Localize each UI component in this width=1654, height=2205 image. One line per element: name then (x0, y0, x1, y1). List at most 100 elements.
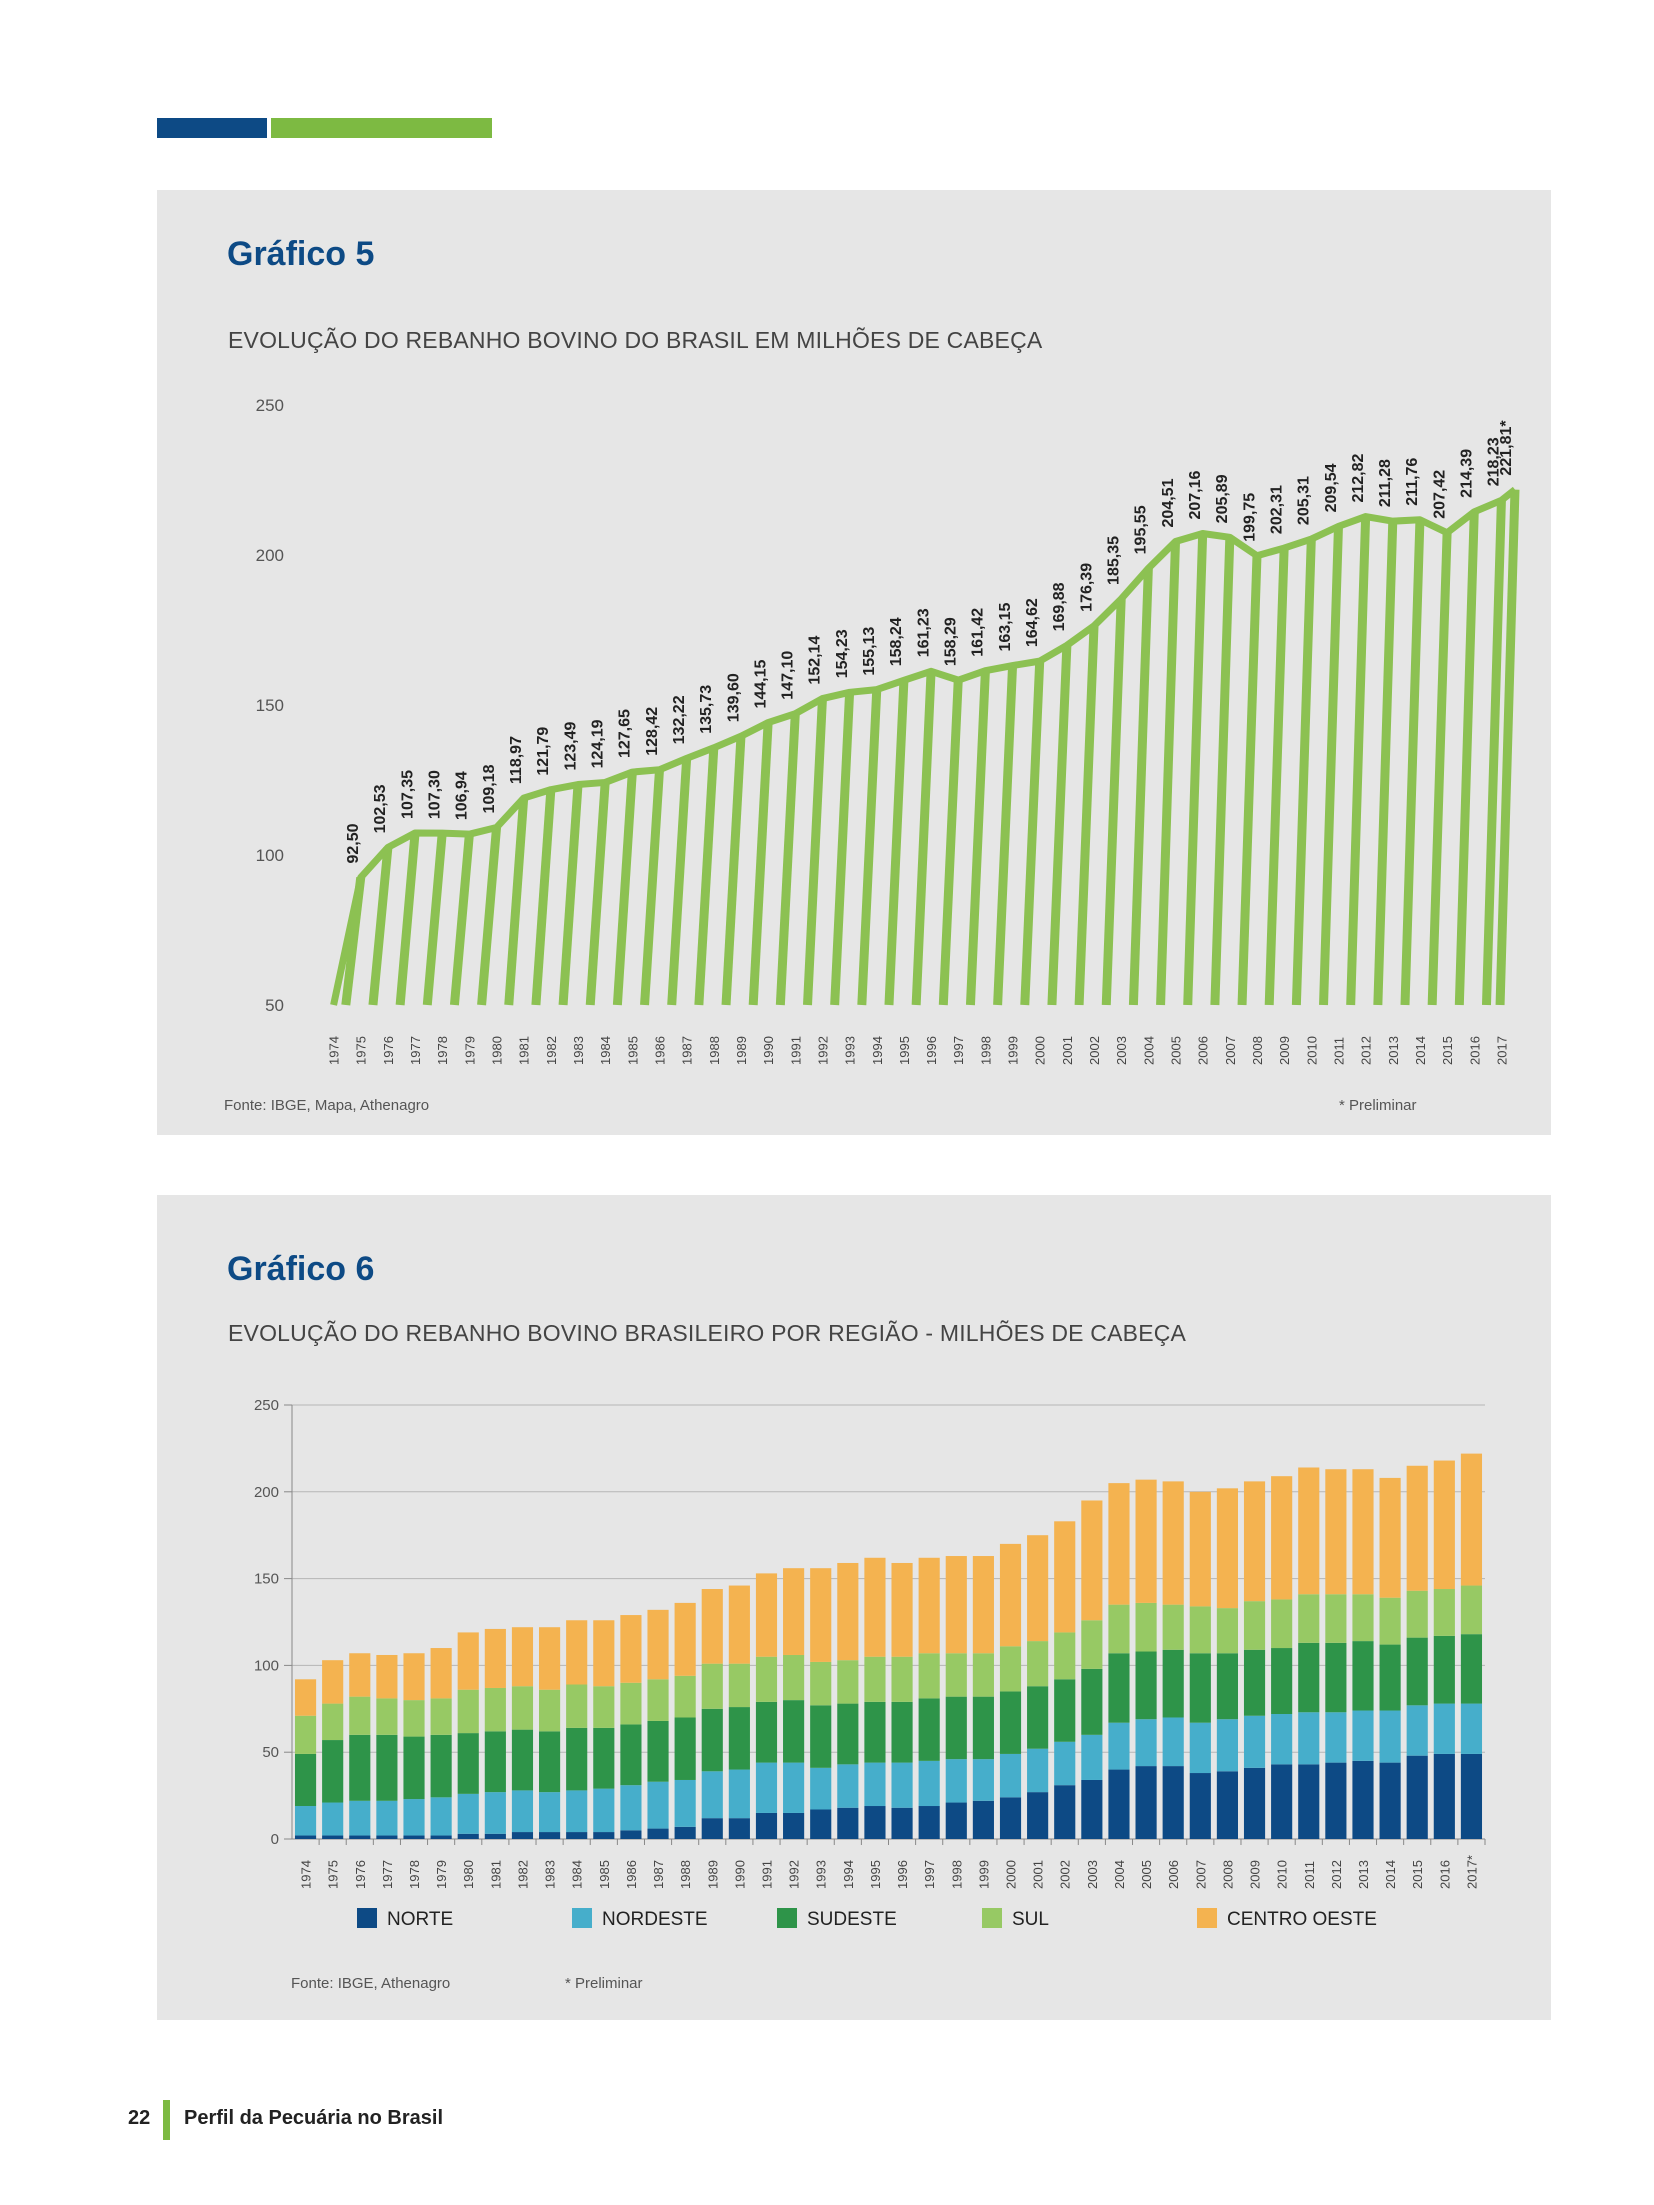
bar-segment (1108, 1653, 1130, 1723)
bar-segment (1352, 1710, 1374, 1761)
bar-segment (403, 1799, 425, 1836)
publication-title: Perfil da Pecuária no Brasil (184, 2107, 443, 2129)
bar-segment (999, 1797, 1022, 1839)
bar-segment (1027, 1686, 1049, 1749)
x-tick-label: 2013 (1356, 1860, 1371, 1889)
header-accent-green (271, 118, 492, 138)
bar-segment (728, 1769, 750, 1819)
bar-segment (1054, 1741, 1076, 1786)
bar-segment (1433, 1703, 1455, 1754)
bar-segment (674, 1675, 696, 1718)
bar-segment (620, 1682, 642, 1725)
page-number: 22 (128, 2107, 151, 2129)
legend-label: NORTE (387, 1909, 453, 1930)
chart5-source: Fonte: IBGE, Mapa, Athenagro (224, 1097, 430, 1114)
bar-segment (837, 1562, 859, 1661)
data-bar (965, 670, 990, 1006)
bar-segment (1162, 1604, 1184, 1650)
data-label: 128,42 (644, 707, 661, 756)
bar-segment (566, 1684, 588, 1728)
bar-segment (1271, 1476, 1293, 1600)
bar-segment (810, 1767, 832, 1810)
data-bar (803, 698, 827, 1006)
x-tick-label: 1978 (407, 1860, 422, 1889)
bar-segment (376, 1800, 398, 1836)
x-tick-label: 1997 (951, 1036, 966, 1065)
y-tick-label: 150 (254, 1571, 279, 1588)
x-tick-label: 1985 (597, 1860, 612, 1889)
x-tick-label: 2011 (1302, 1861, 1317, 1889)
bar-segment (593, 1620, 615, 1687)
bar-segment (484, 1628, 506, 1688)
x-tick-label: 1983 (571, 1036, 586, 1065)
x-tick-label: 2015 (1440, 1036, 1455, 1065)
x-tick-label: 1984 (570, 1860, 585, 1889)
bar-segment (457, 1689, 479, 1734)
bar-segment (593, 1832, 615, 1839)
y-tick-label: 0 (271, 1831, 279, 1848)
series-line (330, 486, 1518, 1006)
x-tick-label: 2004 (1141, 1036, 1156, 1065)
bar-segment (1406, 1590, 1428, 1638)
bar-segment (376, 1654, 398, 1699)
bar-segment (457, 1632, 479, 1690)
bar-segment (1298, 1594, 1320, 1643)
x-tick-label: 2005 (1139, 1860, 1154, 1889)
x-tick-label: 1994 (841, 1860, 856, 1889)
bar-segment (322, 1660, 344, 1704)
bar-segment (891, 1762, 913, 1808)
x-tick-label: 2007 (1193, 1860, 1208, 1889)
x-tick-label: 2016 (1467, 1036, 1482, 1065)
bar-segment (1271, 1648, 1293, 1715)
header-accent-blue (157, 118, 267, 138)
bar-segment (837, 1703, 859, 1765)
bar-segment (1081, 1779, 1103, 1839)
bar-segment (945, 1759, 967, 1803)
legend-swatch (777, 1908, 797, 1928)
x-tick-label: 2017 (1494, 1036, 1509, 1065)
x-tick-label: 2003 (1114, 1036, 1129, 1065)
chart5-subtitle: EVOLUÇÃO DO REBANHO BOVINO DO BRASIL EM … (228, 327, 1043, 353)
x-tick-label: 2006 (1196, 1036, 1211, 1065)
data-bar (504, 797, 529, 1006)
x-tick-label: 2002 (1087, 1036, 1102, 1065)
bar-segment (1325, 1594, 1347, 1643)
bar-segment (457, 1733, 479, 1794)
data-label: 161,42 (970, 608, 987, 657)
bar-segment (1108, 1483, 1130, 1605)
bar-segment (1460, 1634, 1483, 1704)
bar-segment (1406, 1705, 1428, 1756)
chart6-panel: Gráfico 6 EVOLUÇÃO DO REBANHO BOVINO BRA… (157, 1195, 1551, 2020)
bar-segment (728, 1663, 750, 1708)
data-label: 207,16 (1187, 470, 1204, 519)
legend-label: SUL (1012, 1909, 1049, 1930)
bar-segment (1298, 1642, 1320, 1713)
bar-segment (837, 1764, 859, 1808)
bar-segment (945, 1556, 967, 1654)
bar-segment (1054, 1785, 1076, 1839)
bar-segment (647, 1609, 669, 1680)
bar-segment (701, 1771, 723, 1819)
x-tick-label: 2017* (1464, 1855, 1479, 1889)
data-label: 207,42 (1431, 470, 1448, 519)
bar-segment (999, 1543, 1022, 1647)
bar-segment (1433, 1460, 1455, 1590)
chart6-source: Fonte: IBGE, Athenagro (291, 1975, 451, 1992)
bar-segment (1189, 1773, 1211, 1839)
chart6-plot: 0 50 100 150 200 250 1974 1975 1976 1977 1978 1979 1… (254, 1397, 1486, 1930)
bar-segment (349, 1653, 371, 1697)
data-bar (775, 713, 800, 1006)
x-tick-label: 2010 (1304, 1036, 1319, 1065)
bar-segment (891, 1701, 913, 1763)
bar-segment (322, 1703, 344, 1741)
y-tick-label: 200 (254, 1484, 279, 1501)
bar-segment (1162, 1481, 1184, 1605)
data-bar (612, 771, 637, 1006)
bar-segment (1298, 1712, 1320, 1765)
bar-segment (1460, 1453, 1483, 1586)
bar-segment (1325, 1762, 1347, 1839)
data-bar (1373, 521, 1398, 1006)
bar-segment (728, 1818, 750, 1839)
bar-segment (1027, 1792, 1049, 1839)
bar-segment (1189, 1722, 1211, 1774)
